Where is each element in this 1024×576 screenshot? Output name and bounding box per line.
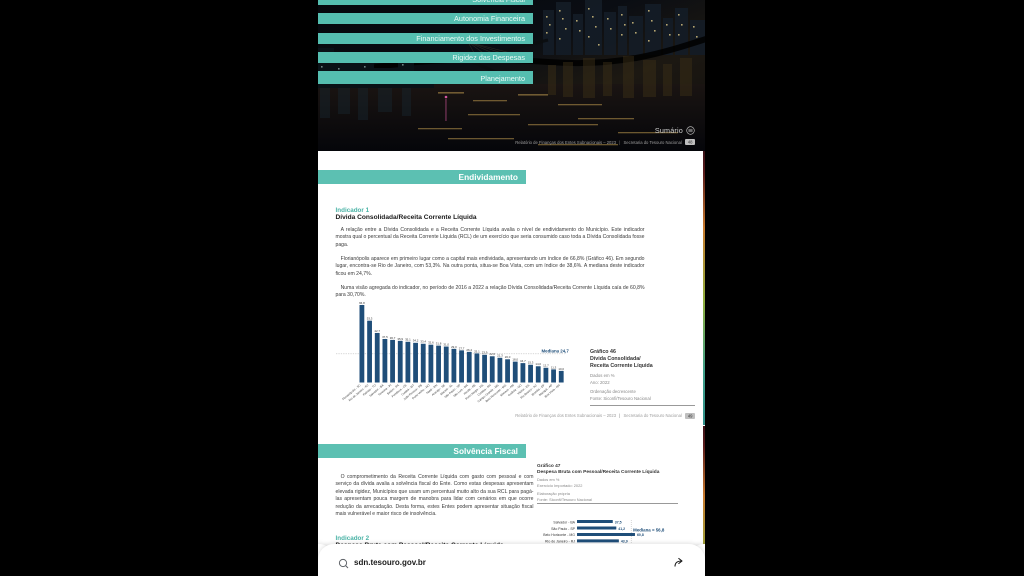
svg-text:16,7: 16,7 — [520, 359, 526, 363]
svg-text:Mediana 24,7: Mediana 24,7 — [541, 349, 569, 354]
svg-text:41,2: 41,2 — [618, 526, 625, 530]
svg-text:Mediana = 56,8: Mediana = 56,8 — [633, 527, 665, 532]
svg-text:27,7: 27,7 — [458, 346, 464, 350]
svg-text:15,3: 15,3 — [527, 361, 533, 365]
svg-text:22,6: 22,6 — [489, 352, 495, 356]
svg-text:18,0: 18,0 — [512, 358, 518, 362]
svg-text:37,5: 37,5 — [382, 335, 388, 339]
svg-text:53,3: 53,3 — [366, 317, 372, 321]
svg-text:37,5: 37,5 — [615, 520, 622, 524]
svg-text:31,0: 31,0 — [443, 342, 449, 346]
svg-text:Belo Horizonte - MG: Belo Horizonte - MG — [543, 533, 575, 537]
svg-text:32,6: 32,6 — [428, 341, 434, 345]
svg-text:10,0: 10,0 — [558, 367, 564, 371]
svg-text:31,8: 31,8 — [435, 342, 441, 346]
svg-text:34,2: 34,2 — [412, 339, 418, 343]
svg-text:29,0: 29,0 — [451, 345, 457, 349]
svg-text:60,8: 60,8 — [637, 533, 644, 537]
svg-text:23,9: 23,9 — [481, 351, 487, 355]
svg-text:42,7: 42,7 — [374, 329, 380, 333]
svg-text:Salvador - BA: Salvador - BA — [553, 520, 575, 524]
svg-text:20,0: 20,0 — [504, 355, 510, 359]
svg-text:26,4: 26,4 — [466, 348, 472, 352]
svg-text:12,7: 12,7 — [543, 364, 549, 368]
svg-text:11,3: 11,3 — [550, 365, 556, 369]
svg-text:35,9: 35,9 — [397, 337, 403, 341]
svg-text:21,3: 21,3 — [497, 354, 503, 358]
svg-text:43,9: 43,9 — [621, 539, 628, 543]
svg-text:36,7: 36,7 — [389, 336, 395, 340]
svg-text:33,4: 33,4 — [420, 340, 426, 344]
svg-text:35,1: 35,1 — [405, 338, 411, 342]
svg-text:25,1: 25,1 — [474, 349, 480, 353]
svg-text:14,0: 14,0 — [535, 362, 541, 366]
svg-text:66,8: 66,8 — [359, 301, 365, 305]
svg-text:Rio de Janeiro - RJ: Rio de Janeiro - RJ — [545, 539, 575, 543]
svg-text:São Paulo - SP: São Paulo - SP — [551, 526, 576, 530]
